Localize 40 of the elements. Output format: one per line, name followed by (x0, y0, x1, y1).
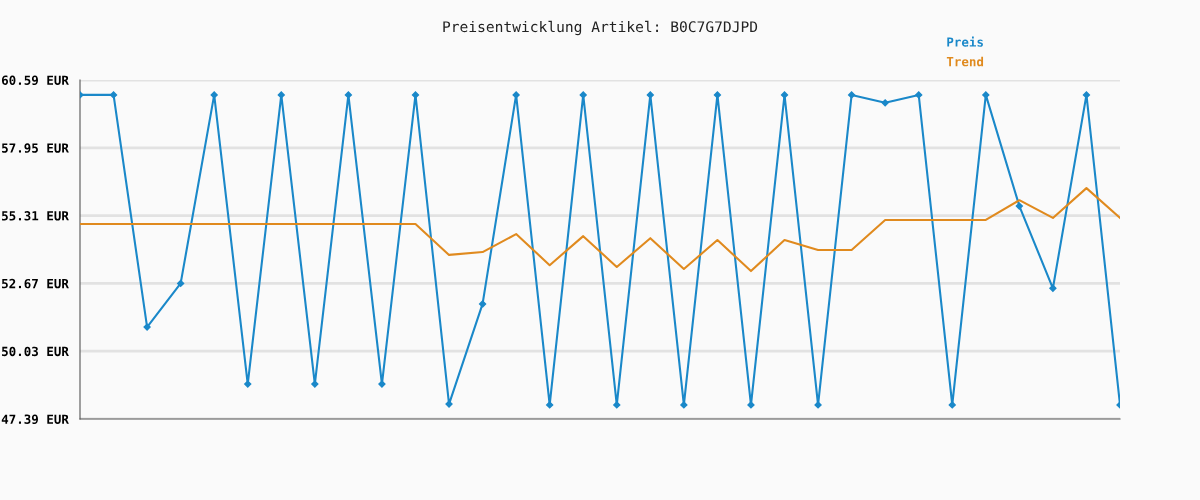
point (646, 91, 654, 99)
point (847, 91, 856, 99)
point (1015, 202, 1023, 210)
point (613, 401, 621, 409)
point (546, 401, 554, 409)
point (143, 323, 151, 331)
point (344, 91, 353, 99)
point (780, 91, 789, 99)
y-tick-label: 50.03 EUR (2, 346, 69, 357)
y-tick-label: 60.59 EUR (1, 75, 69, 85)
point (881, 99, 889, 107)
point (478, 300, 487, 308)
line-series (80, 187, 1120, 273)
chart-title: Preisentwicklung Artikel: B0C7G7DJPD (443, 20, 758, 36)
point (982, 91, 990, 99)
point (445, 400, 453, 408)
point (210, 91, 218, 99)
point (747, 401, 755, 409)
point (1082, 91, 1091, 99)
point (177, 279, 185, 288)
point (277, 91, 285, 99)
point (948, 401, 956, 409)
point (713, 91, 722, 99)
y-tick-label: 52.67 EUR (2, 278, 69, 289)
y-tick-label: 55.31 EUR (2, 211, 69, 221)
point (244, 380, 252, 388)
text: Preis (947, 36, 983, 47)
point (512, 91, 520, 99)
point (915, 91, 923, 99)
point (579, 91, 587, 99)
point (1049, 284, 1057, 292)
text: Trend (946, 56, 984, 67)
point (680, 401, 688, 409)
point (311, 380, 319, 388)
y-tick-label: 47.39 EUR (1, 414, 69, 424)
point (378, 380, 386, 388)
point (109, 91, 118, 99)
point (814, 401, 822, 409)
point (411, 91, 420, 99)
y-tick-label: 57.95 EUR (2, 143, 69, 153)
